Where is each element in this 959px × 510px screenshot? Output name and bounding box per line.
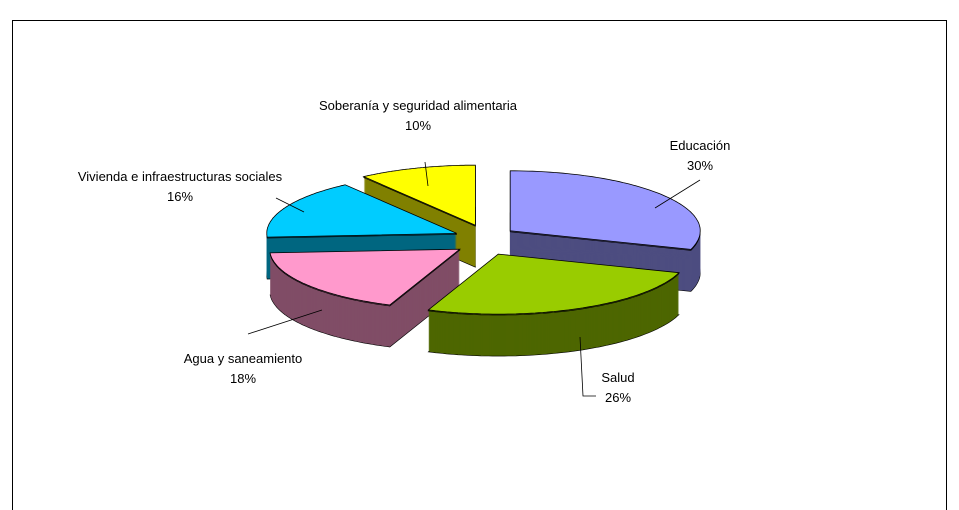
leader-line xyxy=(275,197,305,213)
category-label: Soberanía y seguridad alimentaria xyxy=(318,98,517,113)
pie-slice xyxy=(427,253,680,357)
slice-label: Soberanía y seguridad alimentaria 10% xyxy=(318,96,518,136)
pie-slice xyxy=(269,248,461,348)
leader-line xyxy=(654,179,701,209)
category-label: Salud xyxy=(601,370,635,385)
leader-line xyxy=(247,309,323,335)
category-label: Agua y saneamiento xyxy=(183,351,303,366)
slice-label: Vivienda e infraestructuras sociales 16% xyxy=(75,167,285,207)
slice-top xyxy=(266,184,457,238)
slice-top xyxy=(427,253,680,315)
slice-top xyxy=(362,164,476,226)
chart-frame xyxy=(12,20,947,510)
value-label: 16% xyxy=(166,189,194,204)
value-label: 18% xyxy=(229,371,257,386)
slice-label: Agua y saneamiento 18% xyxy=(153,349,333,389)
slice-top xyxy=(509,170,701,250)
category-label: Educación xyxy=(669,138,731,153)
slice-label: Salud 26% xyxy=(578,368,658,408)
slice-top xyxy=(269,248,461,306)
value-label: 10% xyxy=(404,118,432,133)
value-label: 30% xyxy=(686,158,714,173)
value-label: 26% xyxy=(604,390,632,405)
leader-line xyxy=(424,161,429,187)
leader-line xyxy=(579,336,596,397)
category-label: Vivienda e infraestructuras sociales xyxy=(77,169,283,184)
slice-label: Educación 30% xyxy=(640,136,760,176)
